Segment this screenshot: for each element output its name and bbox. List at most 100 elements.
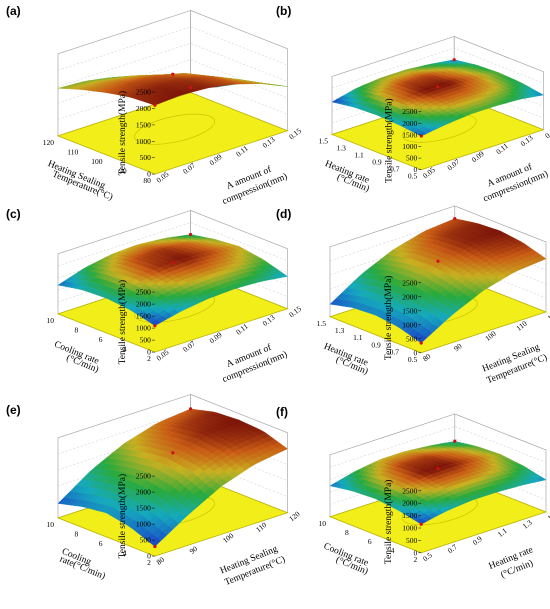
- wall-gridline: [329, 463, 547, 505]
- y-tick-label: 0.7: [390, 165, 400, 174]
- z-tick-label: 500: [406, 334, 418, 343]
- wall-gridline: [57, 59, 288, 104]
- design-point: [171, 72, 175, 76]
- z-tick-label: 2500: [402, 278, 417, 287]
- surface-cell: [276, 445, 288, 452]
- panel-e: (e) 0 500 1000 1500 2000 2500 Tensile strength(…: [6, 394, 302, 588]
- y-tick-label: 110: [67, 147, 78, 156]
- z-tick-label: 1500: [136, 504, 151, 513]
- floor-contour: [134, 113, 215, 145]
- panel-c: (c) 0 500 1000 1500 2000 2500 Tensile strength(…: [6, 207, 303, 385]
- y-tick-label: 0.5: [408, 172, 418, 181]
- panel-label: (b): [276, 4, 291, 18]
- x-tick-label: 120: [287, 509, 302, 523]
- surface-cell: [533, 92, 545, 97]
- z-tick-label: 2500: [136, 472, 151, 481]
- design-point: [171, 451, 175, 455]
- z-axis-title: Tensile strength(MPa): [117, 91, 128, 176]
- z-tick-label: 2000: [402, 292, 417, 301]
- design-point: [453, 217, 457, 221]
- x-tick-label: 120: [546, 308, 550, 322]
- y-tick-label: 1.5: [319, 136, 329, 145]
- response-surface: [331, 59, 545, 137]
- z-axis-title: Tensile strength(MPa): [383, 480, 394, 565]
- z-tick-label: 2500: [136, 88, 151, 97]
- x-tick-label: 80: [421, 352, 433, 364]
- x-tick-label: 90: [452, 341, 464, 353]
- y-tick-label: 100: [91, 157, 103, 166]
- z-axis-title: Tensile strength(MPa): [383, 276, 394, 361]
- y-tick-label: 80: [143, 176, 151, 185]
- z-tick-label: 500: [140, 536, 152, 545]
- y-tick-label: 1.5: [317, 319, 327, 328]
- z-tick-label: 2000: [402, 119, 417, 128]
- y-tick-label: 1.3: [335, 326, 345, 335]
- z-axis-title: Tensile strength(MPa): [117, 474, 128, 559]
- z-tick-label: 2500: [402, 107, 417, 116]
- panel-f: (f) 0 500 1000 1500 2000 2500 Tensile strength(…: [276, 405, 550, 580]
- y-tick-label: 0.9: [372, 158, 382, 167]
- y-tick-label: 1.1: [354, 151, 364, 160]
- y-tick-label: 0.9: [371, 340, 381, 349]
- response-surface: [329, 218, 547, 344]
- z-tick-label: 1500: [402, 130, 417, 139]
- z-axis-title: Tensile strength(MPa): [117, 280, 128, 365]
- z-tick-label: 1500: [136, 120, 151, 129]
- y-tick-label: 4: [391, 546, 395, 555]
- y-tick-label: 2: [147, 354, 151, 363]
- x-tick-label: 0.15: [287, 126, 303, 141]
- wall-gridline: [57, 75, 288, 120]
- z-tick-label: 500: [140, 336, 152, 345]
- z-tick-label: 1500: [402, 306, 417, 315]
- x-tick-label: 1.5: [546, 510, 550, 523]
- design-point: [171, 261, 175, 265]
- y-tick-label: 8: [74, 325, 78, 334]
- z-tick-label: 1000: [402, 142, 417, 151]
- z-tick-label: 2000: [136, 488, 151, 497]
- z-tick-label: 0: [147, 348, 151, 357]
- y-tick-label: 1.3: [336, 144, 346, 153]
- design-point: [153, 324, 157, 328]
- wall-gridline: [331, 47, 544, 89]
- z-tick-label: 500: [406, 536, 418, 545]
- z-tick-label: 0: [414, 165, 418, 174]
- y-tick-label: 8: [74, 529, 78, 538]
- panel-label: (e): [6, 403, 21, 417]
- z-tick-label: 0: [147, 170, 151, 179]
- panel-label: (f): [276, 405, 288, 419]
- design-point: [453, 439, 457, 443]
- x-tick-label: 0.15: [543, 125, 550, 140]
- design-point: [153, 544, 157, 549]
- panel-label: (d): [276, 207, 291, 221]
- z-tick-label: 2000: [136, 300, 151, 309]
- design-point: [189, 232, 193, 237]
- y-tick-label: 10: [47, 520, 55, 529]
- z-tick-label: 500: [406, 154, 418, 163]
- design-point: [189, 407, 193, 411]
- y-tick-label: 90: [119, 167, 127, 176]
- wall-gridline: [329, 261, 547, 304]
- y-tick-label: 0.5: [408, 355, 418, 364]
- surface-cell: [535, 255, 547, 262]
- z-tick-label: 0: [147, 552, 151, 561]
- response-surface: [329, 441, 547, 525]
- y-tick-label: 6: [99, 335, 103, 344]
- panel-label: (a): [6, 4, 21, 18]
- z-tick-label: 1000: [402, 524, 417, 533]
- design-point: [452, 58, 456, 62]
- z-axis-title: Tensile strength(MPa): [383, 98, 394, 183]
- z-tick-label: 1000: [136, 324, 151, 333]
- surface-cell: [277, 85, 288, 87]
- design-point: [189, 85, 193, 90]
- panel-label: (c): [6, 207, 21, 221]
- wall-gridline: [57, 458, 288, 503]
- surface-cell: [276, 273, 289, 278]
- wall-gridline: [57, 258, 288, 303]
- y-tick-label: 2: [147, 558, 151, 567]
- wall-gridline: [57, 26, 288, 71]
- y-tick-label: 8: [345, 528, 349, 537]
- y-tick-label: 6: [368, 537, 372, 546]
- response-surface: [57, 234, 289, 326]
- x-tick-label: 80: [155, 555, 167, 567]
- y-tick-label: 2: [413, 555, 417, 564]
